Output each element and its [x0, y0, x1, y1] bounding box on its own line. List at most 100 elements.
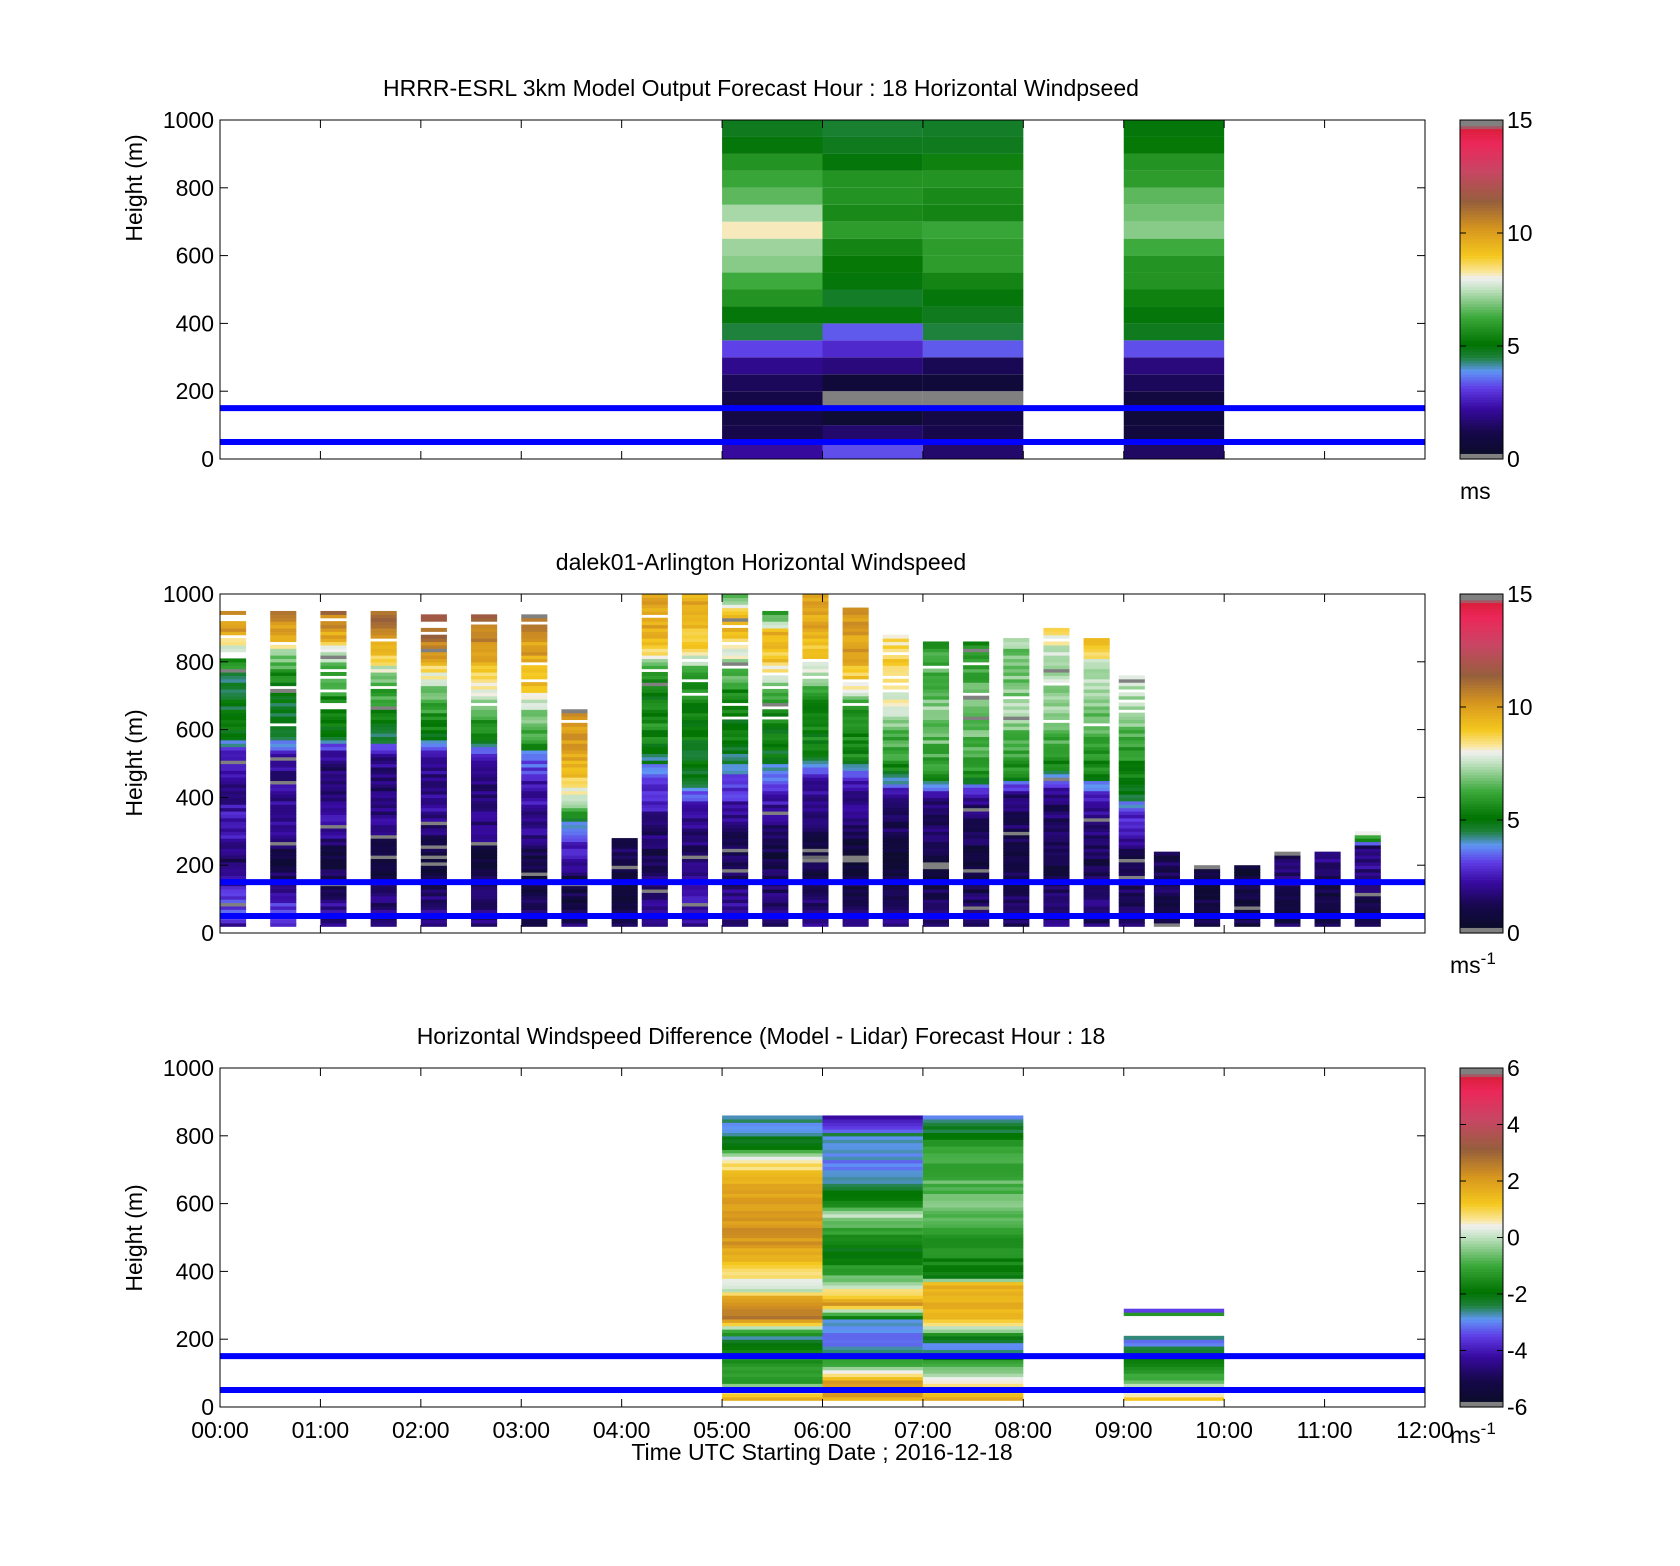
colorbar-tick-label: 15 — [1507, 581, 1533, 607]
heatmap-cell — [1234, 902, 1261, 907]
axes-frame — [219, 1067, 1426, 1408]
heatmap-cell — [822, 1159, 923, 1164]
heatmap-cell — [521, 861, 548, 866]
heatmap-cell — [1123, 1379, 1225, 1384]
heatmap-cell — [420, 634, 447, 639]
heatmap-cell — [1118, 797, 1145, 802]
heatmap-cell — [802, 641, 829, 646]
heatmap-cell — [882, 695, 909, 700]
heatmap-cell — [521, 770, 548, 775]
heatmap-cell — [1354, 838, 1381, 843]
heatmap-cell — [420, 644, 447, 649]
heatmap-cell — [922, 783, 950, 788]
heatmap-cell — [370, 865, 397, 870]
model-panel: HRRR-ESRL 3km Model Output Forecast Hour… — [121, 75, 1533, 504]
heatmap-cell — [1083, 905, 1110, 910]
heatmap-cell — [922, 888, 950, 893]
heatmap-cell — [561, 770, 588, 775]
colorbar-segment — [1460, 1220, 1503, 1224]
heatmap-cell — [681, 909, 709, 914]
heatmap-cell — [722, 705, 749, 710]
heatmap-cell — [882, 638, 909, 643]
heatmap-cell — [722, 614, 749, 619]
heatmap-cell — [370, 658, 397, 663]
heatmap-cell — [802, 597, 829, 602]
colorbar-segment — [1460, 427, 1503, 432]
heatmap-cell — [681, 739, 709, 744]
heatmap-cell — [882, 661, 909, 666]
heatmap-cell — [922, 1139, 1024, 1144]
colorbar-segment — [1460, 656, 1503, 660]
heatmap-cell — [822, 1308, 923, 1313]
heatmap-cell — [922, 821, 950, 826]
heatmap-cell — [471, 831, 498, 836]
heatmap-cell — [842, 658, 869, 663]
colorbar-tick-label: -4 — [1507, 1338, 1528, 1364]
heatmap-cell — [802, 834, 829, 839]
heatmap-cell — [762, 743, 789, 748]
heatmap-cell — [1194, 919, 1221, 924]
heatmap-cell — [1274, 855, 1301, 860]
colorbar-segment — [1460, 876, 1503, 880]
heatmap-cell — [922, 1291, 1024, 1296]
heatmap-cell — [471, 804, 498, 809]
heatmap-cell — [802, 648, 829, 653]
heatmap-cell — [1003, 780, 1030, 785]
heatmap-cell — [882, 865, 909, 870]
heatmap-cell — [963, 841, 990, 846]
heatmap-cell — [370, 777, 397, 782]
colorbar-segment — [1460, 913, 1503, 917]
heatmap-cell — [922, 1271, 1024, 1276]
heatmap-cell — [722, 634, 749, 639]
heatmap-cell — [802, 600, 829, 605]
heatmap-cell — [722, 374, 823, 392]
heatmap-cell — [521, 749, 548, 754]
heatmap-cell — [722, 610, 749, 615]
heatmap-cell — [1003, 800, 1030, 805]
heatmap-cell — [722, 726, 749, 731]
heatmap-cell — [370, 848, 397, 853]
colorbar-segment — [1460, 836, 1503, 841]
heatmap-cell — [270, 655, 297, 660]
colorbar-segment — [1460, 168, 1503, 172]
heatmap-cell — [561, 763, 588, 768]
colorbar-segment — [1460, 760, 1503, 765]
heatmap-cell — [1083, 655, 1110, 660]
heatmap-cell — [802, 638, 829, 643]
heatmap-cell — [722, 1315, 823, 1320]
heatmap-cell — [722, 1132, 823, 1137]
heatmap-cell — [471, 729, 498, 734]
heatmap-cell — [722, 719, 749, 724]
heatmap-cell — [842, 804, 869, 809]
heatmap-cell — [420, 773, 447, 778]
heatmap-cell — [722, 827, 749, 832]
y-axis: 0 200 400 600 800 1000 — [163, 1055, 214, 1420]
heatmap-cell — [722, 153, 823, 171]
heatmap-cell — [521, 736, 548, 741]
heatmap-cell — [1003, 855, 1030, 860]
heatmap-cell — [842, 909, 869, 914]
heatmap-cell — [722, 848, 749, 853]
heatmap-cell — [722, 1139, 823, 1144]
heatmap-cell — [1083, 763, 1110, 768]
heatmap-cell — [641, 695, 668, 700]
heatmap-cell — [471, 688, 498, 693]
heatmap-cell — [370, 641, 397, 646]
heatmap-cell — [1234, 919, 1261, 924]
heatmap-cell — [370, 895, 397, 900]
heatmap-cell — [681, 729, 709, 734]
heatmap-cell — [842, 641, 869, 646]
colorbar-segment — [1460, 348, 1503, 353]
heatmap-cell — [922, 651, 950, 656]
heatmap-cell — [320, 834, 347, 839]
colorbar-segment — [1460, 1082, 1503, 1086]
colorbar-segment — [1460, 673, 1503, 677]
heatmap-cell — [420, 824, 447, 829]
colorbar-segment — [1460, 709, 1503, 714]
heatmap-cell — [963, 885, 990, 890]
heatmap-cell — [882, 868, 909, 873]
heatmap-cell — [420, 749, 447, 754]
heatmap-cell — [1003, 705, 1030, 710]
heatmap-cell — [420, 648, 447, 653]
colorbar-segment — [1460, 1254, 1503, 1258]
